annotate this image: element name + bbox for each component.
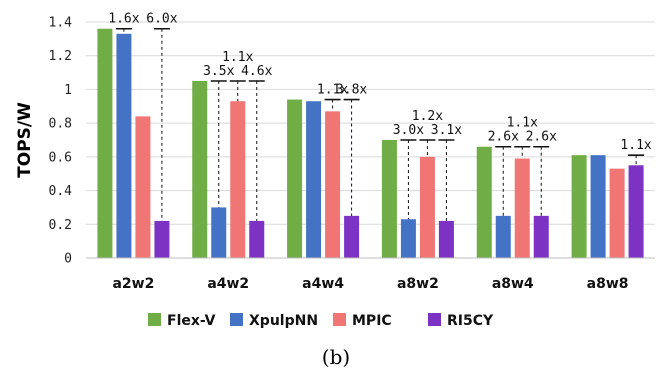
bars <box>97 28 644 259</box>
annotation-label: 1.1x <box>507 116 538 131</box>
bar-xpulpnn-a8w2 <box>400 219 416 258</box>
bar-ri5cy-a2w2 <box>154 220 170 258</box>
bar-mpic-a4w2 <box>230 101 246 258</box>
bar-flex-v-a8w2 <box>381 140 397 258</box>
annotation-label: 2.6x <box>488 130 519 145</box>
y-tick-label: 0 <box>64 252 72 267</box>
bar-ri5cy-a8w4 <box>533 215 549 258</box>
legend-label: Flex-V <box>167 313 216 329</box>
annotation-label: 3.8x <box>336 83 367 98</box>
x-axis-categories: a2w2 a4w2 a4w4 a8w2 a8w4 a8w8 <box>112 276 628 292</box>
annotation-label: 2.6x <box>526 130 557 145</box>
category-label: a4w2 <box>207 276 249 292</box>
legend-label: RI5CY <box>447 313 494 329</box>
annotation-label: 4.6x <box>241 64 272 79</box>
bar-mpic-a8w4 <box>514 158 530 258</box>
category-label: a8w4 <box>492 276 534 292</box>
bar-flex-v-a2w2 <box>97 28 113 258</box>
bar-ri5cy-a4w2 <box>249 220 265 258</box>
annotation-label: 1.6x <box>108 12 139 27</box>
bar-xpulpnn-a8w8 <box>590 155 606 258</box>
category-label: a4w4 <box>302 276 344 292</box>
bar-xpulpnn-a2w2 <box>116 33 132 258</box>
bar-flex-v-a4w4 <box>287 99 303 259</box>
y-tick-label: 0.4 <box>49 184 73 199</box>
annotation-label: 1.1x <box>317 83 348 98</box>
legend-label: MPIC <box>352 313 392 329</box>
annotation-label: 6.0x <box>146 12 177 27</box>
annotation-label: 1.2x <box>412 109 443 124</box>
speedup-annotations: 1.6x 6.0x3.5x1.1x4.6x1.1x3.8x3.0x1.2x3.1x… <box>108 12 652 221</box>
y-axis-label: TOPS/W <box>15 102 35 178</box>
bar-xpulpnn-a4w2 <box>211 207 227 258</box>
y-tick-label: 1 <box>64 83 72 98</box>
bar-ri5cy-a4w4 <box>344 215 360 258</box>
y-tick-label: 1.4 <box>49 16 73 31</box>
annotation-label: 3.0x <box>393 123 424 138</box>
y-tick-label: 0.8 <box>49 117 72 132</box>
y-tick-label: 0.2 <box>49 218 72 233</box>
bar-ri5cy-a8w8 <box>628 165 644 258</box>
bar-mpic-a4w4 <box>325 111 341 258</box>
bar-xpulpnn-a4w4 <box>306 101 322 258</box>
bar-mpic-a8w8 <box>609 168 625 258</box>
legend-swatch <box>148 313 161 326</box>
bar-xpulpnn-a8w4 <box>495 215 511 258</box>
bar-flex-v-a8w4 <box>476 146 492 258</box>
legend-label: XpulpNN <box>249 313 318 329</box>
bar-flex-v-a8w8 <box>571 155 587 258</box>
bar-mpic-a2w2 <box>135 116 151 259</box>
bar-flex-v-a4w2 <box>192 81 208 258</box>
legend-swatch <box>333 313 346 326</box>
legend-swatch <box>428 313 441 326</box>
annotation-label: 3.1x <box>431 123 462 138</box>
legend-swatch <box>230 313 243 326</box>
y-tick-label: 0.6 <box>49 150 72 165</box>
annotation-label: 3.5x <box>203 64 234 79</box>
annotation-label: 1.1x <box>620 138 651 153</box>
annotation-label: 1.1x <box>222 50 253 65</box>
bar-ri5cy-a8w2 <box>438 220 454 258</box>
figure-caption: (b) <box>322 345 350 369</box>
y-axis-ticks: 0 0.2 0.4 0.6 0.8 1 1.2 1.4 <box>49 16 73 267</box>
y-tick-label: 1.2 <box>49 49 72 64</box>
category-label: a2w2 <box>112 276 154 292</box>
legend: Flex-V XpulpNN MPIC RI5CY <box>148 313 494 329</box>
category-label: a8w2 <box>397 276 439 292</box>
category-label: a8w8 <box>587 276 629 292</box>
grid-lines <box>86 21 655 225</box>
bar-mpic-a8w2 <box>419 156 435 258</box>
